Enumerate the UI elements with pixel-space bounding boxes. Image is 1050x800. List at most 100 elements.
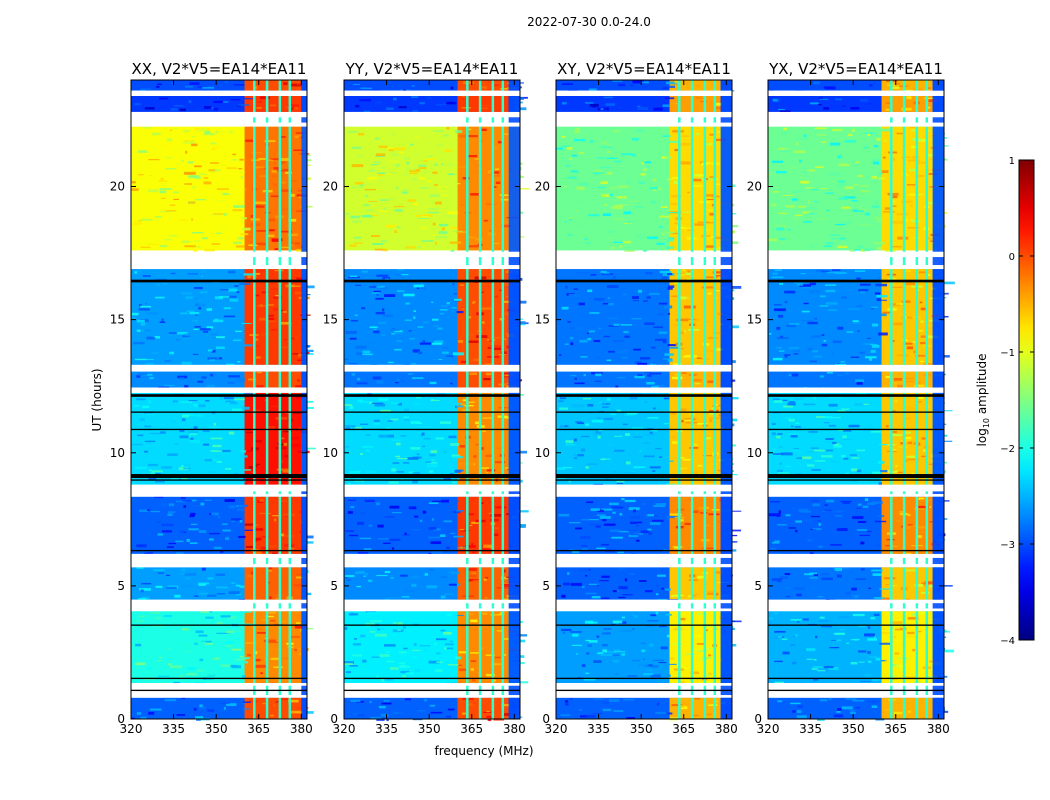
heatmap-speckle [365,434,371,436]
heatmap-speckle [366,497,377,499]
heatmap-speckle [283,82,288,86]
heatmap-speckle [247,449,253,452]
heatmap-speckle [618,621,627,624]
rfi-channel-gap [265,80,269,719]
heatmap-speckle [173,105,184,107]
heatmap-speckle [306,353,314,355]
heatmap-speckle [440,194,450,197]
heatmap-speckle [666,209,674,212]
heatmap-speckle [456,405,463,408]
black-row [556,479,732,481]
black-row [768,428,944,431]
heatmap-speckle [783,405,794,408]
heatmap-speckle [207,357,218,361]
heatmap-speckle [776,227,785,231]
heatmap-speckle [250,223,261,227]
heatmap-speckle [413,284,424,288]
heatmap-speckle [823,86,836,90]
heatmap-speckle [777,212,788,215]
heatmap-speckle [889,326,897,329]
heatmap-speckle [150,612,160,614]
heatmap-speckle [406,161,410,165]
heatmap-speckle [823,666,834,669]
heatmap-speckle [182,500,192,502]
heatmap-rfi-cell [881,126,933,251]
flagged-gap [768,265,944,270]
heatmap-speckle [437,186,450,188]
heatmap-speckle [599,516,611,519]
heatmap-speckle [794,587,805,591]
black-row [131,689,307,692]
heatmap-speckle [184,385,189,388]
heatmap-speckle [769,332,772,335]
heatmap-speckle [360,634,366,638]
heatmap-speckle [138,581,143,584]
heatmap-speckle [830,639,837,641]
heatmap-speckle [729,541,738,543]
heatmap-speckle [674,373,679,376]
heatmap-rfi-cell [881,697,933,719]
heatmap-speckle [387,434,394,438]
heatmap-speckle [672,546,683,548]
heatmap-speckle [185,621,190,623]
heatmap-speckle [906,346,913,350]
heatmap-speckle [288,218,297,222]
heatmap-speckle [780,234,788,237]
heatmap-speckle [134,103,141,106]
heatmap-speckle [729,379,736,382]
flagged-gap [556,111,732,118]
heatmap-speckle [596,514,606,516]
heatmap-speckle [897,665,900,669]
heatmap-speckle [379,654,390,657]
heatmap-speckle [452,352,465,356]
heatmap-speckle [226,167,238,169]
heatmap-speckle [156,520,161,524]
heatmap-speckle [862,505,869,508]
heatmap-speckle [603,335,611,338]
black-row [768,624,944,626]
heatmap-speckle [405,302,410,305]
heatmap-speckle [852,320,859,323]
heatmap-speckle [911,145,919,149]
heatmap-speckle [907,463,916,467]
heatmap-speckle [819,295,826,298]
heatmap-speckle [171,127,179,130]
heatmap-speckle [473,455,477,458]
heatmap-speckle [779,283,784,285]
heatmap-speckle [661,156,667,159]
heatmap-speckle [693,185,703,187]
heatmap-speckle [860,98,868,102]
heatmap-speckle [349,406,354,409]
heatmap-speckle [256,230,268,232]
heatmap-speckle [269,229,275,232]
heatmap-speckle [346,579,351,581]
heatmap-speckle [248,466,253,469]
heatmap-speckle [853,184,860,186]
heatmap-speckle [633,348,641,351]
heatmap-speckle [255,269,266,273]
heatmap-speckle [177,375,188,379]
heatmap-speckle [843,438,852,440]
heatmap-speckle [431,459,435,461]
heatmap-speckle [631,317,642,320]
heatmap-speckle [248,378,257,381]
heatmap-speckle [142,275,151,278]
heatmap-speckle [825,302,838,305]
heatmap-speckle [184,183,193,185]
y-tick-label: 10 [747,446,762,460]
heatmap-speckle [730,549,737,552]
heatmap-speckle [363,110,371,113]
heatmap-speckle [870,617,876,620]
heatmap-speckle [383,700,390,702]
heatmap-speckle [596,157,605,159]
x-axis-label: frequency (MHz) [434,744,533,758]
heatmap-speckle [184,140,195,142]
heatmap-speckle [448,583,457,586]
heatmap-speckle [188,434,191,438]
heatmap-speckle [901,316,913,319]
heatmap-speckle [784,354,788,358]
heatmap-speckle [592,105,597,108]
heatmap-speckle [836,711,841,713]
heatmap-speckle [855,200,865,204]
heatmap-speckle [433,183,438,186]
